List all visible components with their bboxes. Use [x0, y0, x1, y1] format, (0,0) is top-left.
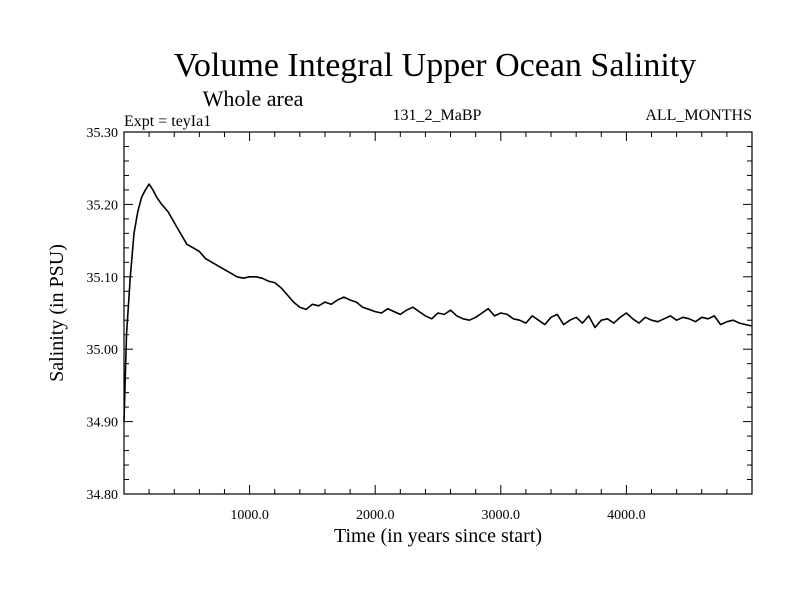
y-tick-label: 35.00 [87, 343, 119, 358]
ticks-layer [124, 131, 752, 495]
salinity-series-line [123, 183, 753, 422]
y-axis-label: Salinity (in PSU) [46, 244, 68, 382]
y-tick-label: 35.20 [87, 198, 119, 213]
plot-frame [123, 131, 753, 495]
y-tick-label: 35.10 [87, 271, 119, 286]
y-tick-labels: 34.80 34.90 35.00 35.10 35.20 35.30 [87, 126, 119, 503]
x-axis-label: Time (in years since start) [334, 525, 542, 547]
y-tick-label: 34.80 [87, 488, 119, 503]
x-tick-label: 4000.0 [607, 508, 646, 523]
chart-title: Volume Integral Upper Ocean Salinity [174, 47, 696, 84]
expt-label: Expt = teyIa1 [124, 113, 211, 130]
run-label: 131_2_MaBP [393, 107, 482, 124]
chart-subtitle: Whole area [203, 86, 304, 111]
y-tick-label: 35.30 [87, 126, 119, 141]
x-tick-label: 3000.0 [482, 508, 521, 523]
x-tick-label: 2000.0 [356, 508, 395, 523]
y-tick-label: 34.90 [87, 416, 119, 431]
x-tick-labels: 1000.0 2000.0 3000.0 4000.0 [230, 508, 645, 523]
months-label: ALL_MONTHS [645, 107, 752, 124]
x-tick-label: 1000.0 [230, 508, 269, 523]
